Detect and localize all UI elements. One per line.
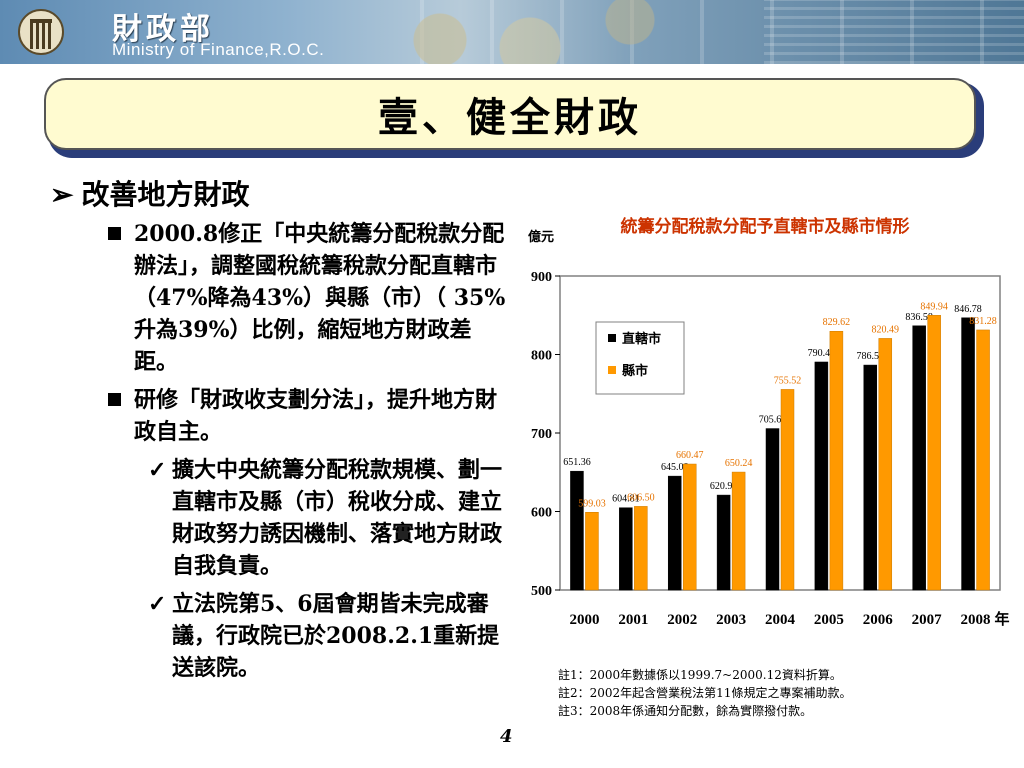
bar-value-label: 755.52 <box>774 375 802 386</box>
x-tick-label: 2003 <box>716 612 746 628</box>
x-tick-label: 2005 <box>814 612 844 628</box>
bar-county-city <box>976 329 990 591</box>
bar-county-city <box>585 512 599 591</box>
bar-chart: 500 600 700 800 900 651.36 599.03 2000 604.81606… <box>531 270 1010 628</box>
square-bullet-icon <box>108 227 121 240</box>
bar-value-label: 786.56 <box>857 351 885 362</box>
bar-value-label: 790.48 <box>808 348 836 359</box>
banner-stripes <box>764 0 1024 64</box>
legend-label: 直轄市 <box>622 331 661 347</box>
bar-value-label: 651.36 <box>563 457 591 468</box>
check-bullet-icon: ✓ <box>148 591 167 617</box>
bar-county-city <box>634 506 648 591</box>
x-tick-label: 2004 <box>765 612 796 628</box>
legend-swatch <box>608 334 616 342</box>
sub-bullet-text: 立法院第5、6屆會期皆未完成審議，行政院已於2008.2.1重新提送該院。 <box>172 591 500 681</box>
section-heading-text: 改善地方財政 <box>81 178 250 211</box>
footnote: 註3：2008年係通知分配數，餘為實際撥付款。 <box>558 704 813 718</box>
footnote: 註2：2002年起含營業稅法第11條規定之專案補助款。 <box>558 686 852 700</box>
bar-value-label: 660.47 <box>676 450 704 461</box>
bar-county-city <box>878 338 893 591</box>
x-tick-label: 2001 <box>618 612 648 628</box>
square-bullet-icon <box>108 393 121 406</box>
bar-value-label: 705.67 <box>759 415 787 426</box>
page-number: 4 <box>500 726 513 747</box>
bar-value-label: 599.03 <box>578 498 606 509</box>
bullet-item: 研修「財政收支劃分法」，提升地方財政自主。 <box>108 384 508 448</box>
slide-title-box: 壹、健全財政 <box>44 78 976 150</box>
bar-value-label: 849.94 <box>920 301 948 312</box>
bullet-list: 2000.8修正「中央統籌分配稅款分配辦法」，調整國稅統籌稅款分配直轄市（47%… <box>108 218 508 690</box>
y-tick-label: 500 <box>531 584 552 599</box>
bullet-item: 2000.8修正「中央統籌分配稅款分配辦法」，調整國稅統籌稅款分配直轄市（47%… <box>108 218 508 378</box>
bar-value-label: 836.58 <box>905 312 933 323</box>
bar-municipality <box>716 494 731 591</box>
chart-title: 統籌分配稅款分配予直轄市及縣市情形 <box>620 217 910 237</box>
bar-municipality <box>667 475 682 591</box>
org-name-chinese: 財政部 <box>112 12 214 47</box>
arrow-bullet-icon: ➢ <box>50 178 74 211</box>
x-tick-label: 2002 <box>667 612 697 628</box>
bar-county-city <box>829 330 844 591</box>
footnotes: 註1：2000年數據係以1999.7~2000.12資料折算。 註2：2002年… <box>558 666 998 720</box>
y-tick-label: 600 <box>531 506 552 521</box>
bar-county-city <box>780 389 795 591</box>
sub-bullet-item: ✓ 立法院第5、6屆會期皆未完成審議，行政院已於2008.2.1重新提送該院。 <box>148 588 508 684</box>
bar-value-label: 831.28 <box>969 316 997 327</box>
bar-municipality <box>765 428 780 591</box>
y-tick-label: 700 <box>531 427 552 442</box>
section-heading: ➢ 改善地方財政 <box>50 173 249 213</box>
bar-municipality <box>619 507 633 591</box>
bar-county-city <box>731 471 746 591</box>
check-bullet-icon: ✓ <box>148 457 167 483</box>
bar-municipality <box>912 325 926 591</box>
bar-value-label: 620.93 <box>710 481 738 492</box>
x-tick-label: 2008 <box>961 612 991 628</box>
bar-value-label: 829.62 <box>823 317 851 328</box>
bar-municipality <box>570 470 584 591</box>
bullet-text: 研修「財政收支劃分法」，提升地方財政自主。 <box>134 387 498 445</box>
bar-county-city <box>682 463 697 591</box>
header-banner: 財政部 Ministry of Finance,R.O.C. <box>0 0 1024 64</box>
bar-value-label: 606.50 <box>627 492 655 503</box>
x-axis-unit-label: 年 <box>994 610 1009 628</box>
bar-county-city <box>927 315 941 591</box>
bar-municipality <box>814 361 829 591</box>
bar-municipality <box>961 317 975 591</box>
y-tick-label: 900 <box>531 270 552 285</box>
x-tick-label: 2000 <box>569 612 599 628</box>
y-tick-label: 800 <box>531 349 552 364</box>
x-tick-label: 2006 <box>863 612 894 628</box>
slide-title: 壹、健全財政 <box>378 94 642 141</box>
sub-bullet-text: 擴大中央統籌分配稅款規模、劃一直轄市及縣（市）稅收分成、建立財政努力誘因機制、落… <box>172 457 503 579</box>
legend-swatch <box>608 366 616 374</box>
bar-value-label: 645.08 <box>661 462 689 473</box>
footnote: 註1：2000年數據係以1999.7~2000.12資料折算。 <box>558 668 842 682</box>
ministry-logo-icon <box>18 9 64 55</box>
banner-background-art <box>380 0 1024 64</box>
bar-value-label: 650.24 <box>725 458 753 469</box>
bar-value-label: 604.81 <box>612 494 640 505</box>
legend-label: 縣市 <box>622 363 648 379</box>
y-axis-unit-label: 億元 <box>528 230 555 245</box>
bar-value-label: 846.78 <box>954 304 982 315</box>
org-name-english: Ministry of Finance,R.O.C. <box>112 40 325 59</box>
sub-bullet-item: ✓ 擴大中央統籌分配稅款規模、劃一直轄市及縣（市）稅收分成、建立財政努力誘因機制… <box>148 454 508 582</box>
bullet-text: 2000.8修正「中央統籌分配稅款分配辦法」，調整國稅統籌稅款分配直轄市（47%… <box>134 221 506 375</box>
bar-municipality <box>863 364 878 591</box>
x-tick-label: 2007 <box>912 612 943 628</box>
bar-value-label: 820.49 <box>872 324 900 335</box>
